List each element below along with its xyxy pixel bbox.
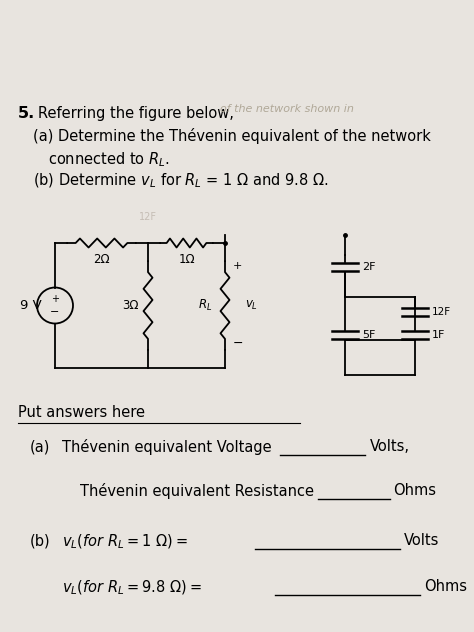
Text: 5.: 5. bbox=[18, 106, 35, 121]
Text: 1Ω: 1Ω bbox=[178, 253, 195, 266]
Text: $v_L(for\ R_L=9.8\ \Omega)=$: $v_L(for\ R_L=9.8\ \Omega)=$ bbox=[62, 579, 201, 597]
Text: $v_L(for\ R_L=1\ \Omega)=$: $v_L(for\ R_L=1\ \Omega)=$ bbox=[62, 533, 188, 551]
Text: connected to $R_L$.: connected to $R_L$. bbox=[48, 150, 170, 169]
Text: 12F: 12F bbox=[432, 307, 451, 317]
Text: 2F: 2F bbox=[362, 262, 375, 272]
Text: Thévenin equivalent Voltage: Thévenin equivalent Voltage bbox=[62, 439, 272, 455]
Text: Volts: Volts bbox=[404, 533, 439, 548]
Text: 9 V: 9 V bbox=[20, 299, 42, 312]
Text: $v_L$: $v_L$ bbox=[245, 299, 258, 312]
Text: 12F: 12F bbox=[139, 212, 157, 222]
Text: 1F: 1F bbox=[432, 330, 446, 340]
Text: Volts,: Volts, bbox=[370, 439, 410, 454]
Text: (b) Determine $v_L$ for $R_L$ = 1 Ω and 9.8 Ω.: (b) Determine $v_L$ for $R_L$ = 1 Ω and … bbox=[33, 172, 328, 190]
Text: Ohms: Ohms bbox=[424, 579, 467, 594]
Text: +: + bbox=[233, 261, 242, 271]
Text: +: + bbox=[51, 295, 59, 305]
Text: (a) Determine the Thévenin equivalent of the network: (a) Determine the Thévenin equivalent of… bbox=[33, 128, 431, 144]
Text: of the network shown in: of the network shown in bbox=[220, 104, 354, 114]
Text: 5F: 5F bbox=[362, 330, 375, 340]
Text: −: − bbox=[233, 337, 244, 350]
Text: 3Ω: 3Ω bbox=[122, 299, 138, 312]
Text: Referring the figure below,: Referring the figure below, bbox=[38, 106, 234, 121]
Text: Put answers here: Put answers here bbox=[18, 405, 145, 420]
Text: (a): (a) bbox=[30, 439, 50, 454]
Text: (b): (b) bbox=[30, 533, 51, 548]
Text: Thévenin equivalent Resistance: Thévenin equivalent Resistance bbox=[80, 483, 314, 499]
Text: $R_L$: $R_L$ bbox=[198, 298, 212, 313]
Text: 2Ω: 2Ω bbox=[93, 253, 110, 266]
Text: −: − bbox=[50, 308, 60, 317]
Text: Ohms: Ohms bbox=[393, 483, 436, 498]
